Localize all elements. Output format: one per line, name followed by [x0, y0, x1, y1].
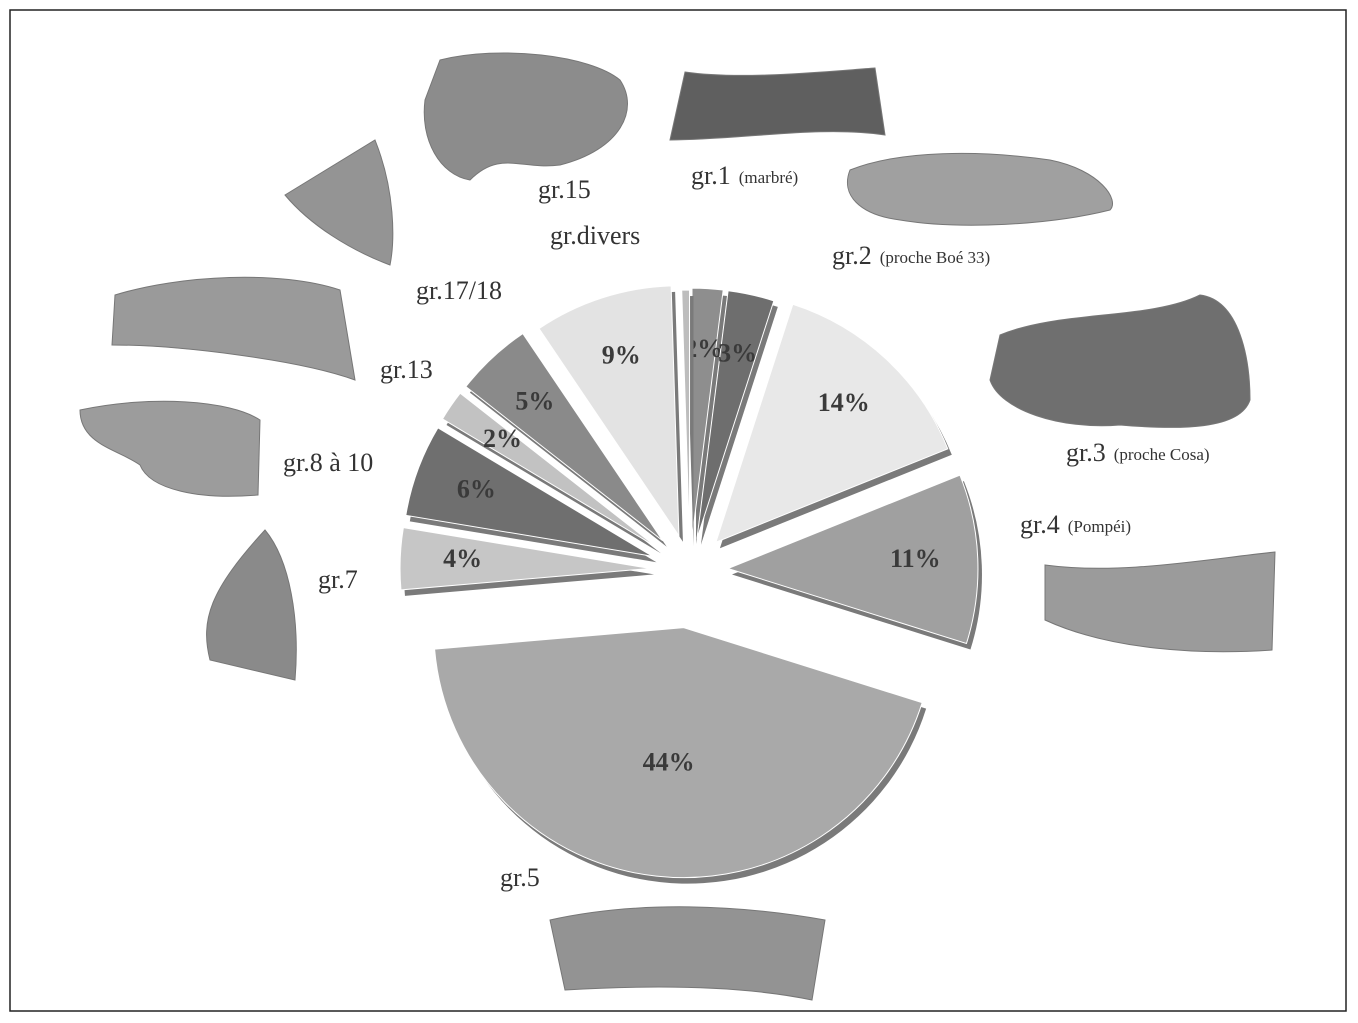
sherd [847, 152, 1113, 226]
value-label: 6% [457, 475, 496, 504]
category-label: gr.15 [538, 175, 591, 204]
value-label: 44% [643, 747, 695, 776]
sherd [1044, 551, 1276, 653]
value-label: 2% [483, 424, 522, 453]
slice [441, 392, 658, 548]
value-label: 14% [818, 388, 870, 417]
category-label: gr.2 [832, 241, 872, 270]
category-note: (proche Cosa) [1114, 445, 1210, 464]
slice [434, 627, 923, 879]
category-label: gr.13 [380, 355, 433, 384]
category-note: (proche Boé 33) [880, 248, 990, 267]
category-label: gr.divers [550, 221, 640, 250]
category-label: gr.1 [691, 161, 731, 190]
category-note: (Pompéi) [1068, 517, 1131, 536]
sherd [111, 276, 356, 381]
value-label: 3% [718, 339, 757, 368]
sherd [989, 294, 1251, 428]
sherd [79, 400, 261, 497]
value-label: 11% [890, 544, 941, 573]
category-label: gr.17/18 [416, 276, 502, 305]
sherd [423, 52, 628, 181]
category-label: gr.4 [1020, 510, 1060, 539]
slice-side [700, 296, 778, 545]
slice [399, 527, 651, 591]
sherd [206, 529, 297, 681]
value-label: 5% [515, 387, 554, 416]
category-label: gr.3 [1066, 438, 1106, 467]
slice [405, 427, 653, 557]
slice [538, 285, 680, 538]
slice [681, 289, 691, 541]
sherd [284, 139, 394, 266]
sherd [549, 906, 826, 1001]
category-label: gr.7 [318, 565, 358, 594]
sherd-photos [79, 52, 1276, 1001]
value-label: 9% [602, 340, 641, 369]
category-note: (marbré) [739, 168, 798, 187]
sherd [669, 67, 886, 141]
slice [715, 303, 949, 544]
slice [696, 290, 775, 539]
slice [465, 332, 664, 542]
value-label: 4% [443, 544, 482, 573]
slice [726, 474, 979, 645]
slice [691, 287, 724, 539]
category-label: gr.5 [500, 863, 540, 892]
category-label: gr.8 à 10 [283, 448, 373, 477]
